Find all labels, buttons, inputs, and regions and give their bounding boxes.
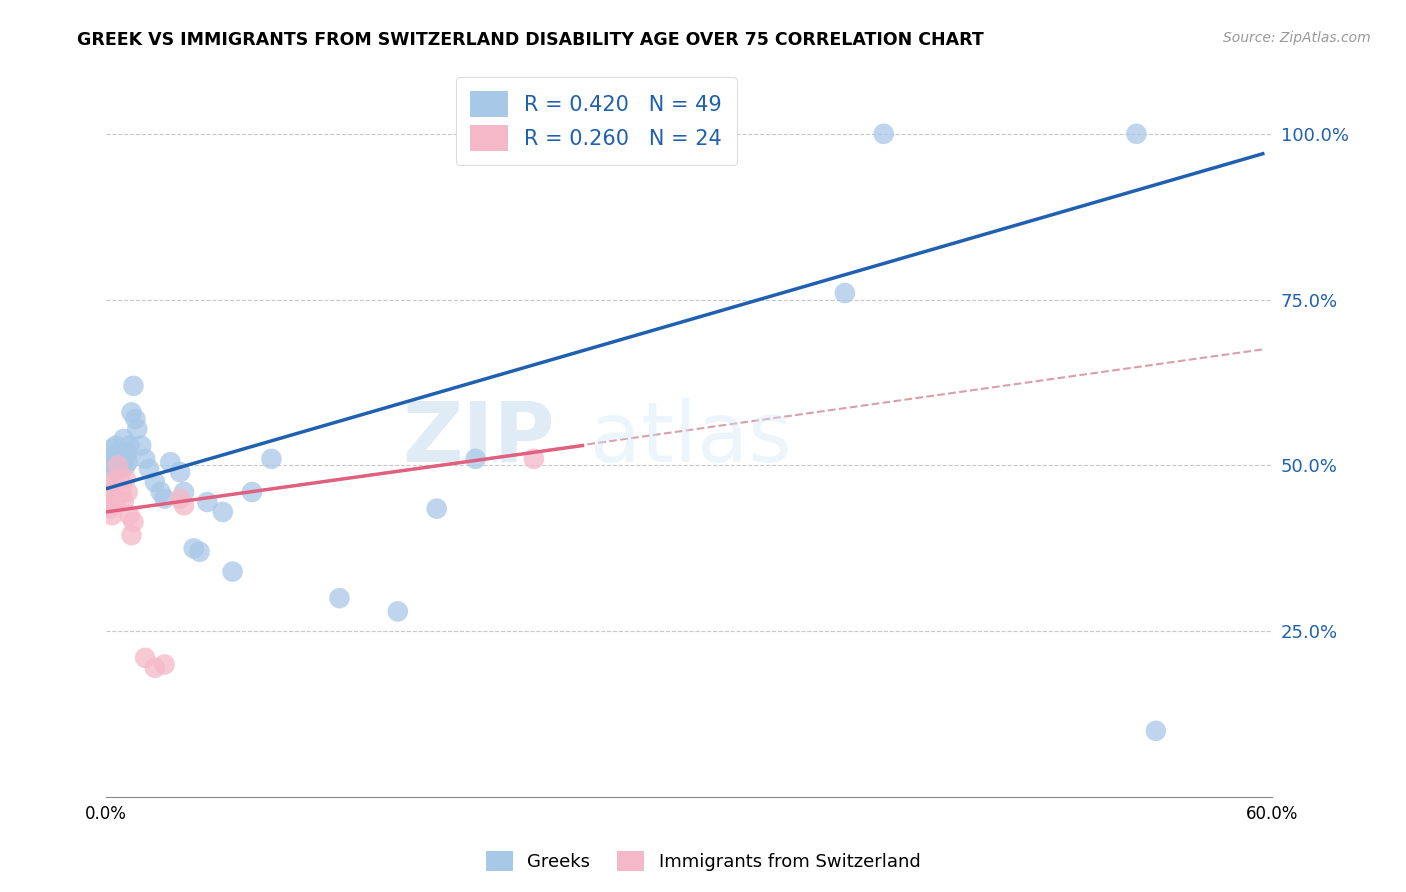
Point: [98, 451, 121, 466]
Legend: Greeks, Immigrants from Switzerland: Greeks, Immigrants from Switzerland: [478, 844, 928, 879]
Point: [117, 455, 139, 469]
Point: [97, 475, 120, 489]
Point: [103, 488, 125, 502]
Point: [173, 498, 195, 512]
Point: [143, 661, 166, 675]
Point: [104, 462, 127, 476]
Point: [138, 462, 160, 476]
Point: [183, 541, 205, 556]
Point: [97, 498, 120, 512]
Point: [98, 485, 121, 500]
Point: [143, 475, 166, 489]
Point: [122, 379, 145, 393]
Point: [221, 565, 243, 579]
Point: [108, 458, 131, 473]
Point: [107, 458, 129, 473]
Point: [103, 449, 125, 463]
Point: [101, 495, 124, 509]
Point: [101, 508, 124, 523]
Point: [101, 442, 124, 456]
Point: [112, 451, 135, 466]
Point: [122, 515, 145, 529]
Point: [153, 491, 176, 506]
Point: [169, 491, 191, 506]
Point: [328, 591, 350, 606]
Point: [260, 451, 283, 466]
Point: [159, 455, 181, 469]
Point: [114, 449, 136, 463]
Point: [103, 478, 125, 492]
Point: [149, 485, 172, 500]
Point: [387, 604, 409, 618]
Point: [1125, 127, 1147, 141]
Point: [112, 432, 135, 446]
Point: [153, 657, 176, 672]
Point: [464, 451, 486, 466]
Point: [112, 495, 135, 509]
Text: atlas: atlas: [591, 399, 792, 480]
Point: [103, 458, 125, 473]
Point: [111, 462, 134, 476]
Point: [873, 127, 896, 141]
Point: [111, 451, 134, 466]
Point: [127, 422, 149, 436]
Point: [169, 465, 191, 479]
Point: [108, 472, 131, 486]
Point: [173, 485, 195, 500]
Point: [117, 485, 139, 500]
Point: [121, 405, 143, 419]
Point: [834, 286, 856, 301]
Legend: R = 0.420   N = 49, R = 0.260   N = 24: R = 0.420 N = 49, R = 0.260 N = 24: [456, 77, 737, 165]
Point: [104, 495, 127, 509]
Point: [114, 472, 136, 486]
Point: [98, 501, 121, 516]
Point: [523, 451, 546, 466]
Point: [118, 508, 141, 523]
Point: [118, 439, 141, 453]
Point: [212, 505, 235, 519]
Point: [1144, 723, 1167, 738]
Point: [108, 445, 131, 459]
Point: [129, 439, 152, 453]
Point: [134, 650, 156, 665]
Point: [107, 455, 129, 469]
Point: [117, 445, 139, 459]
Point: [188, 545, 211, 559]
Point: [114, 458, 136, 473]
Text: GREEK VS IMMIGRANTS FROM SWITZERLAND DISABILITY AGE OVER 75 CORRELATION CHART: GREEK VS IMMIGRANTS FROM SWITZERLAND DIS…: [77, 31, 984, 49]
Point: [240, 485, 263, 500]
Text: Source: ZipAtlas.com: Source: ZipAtlas.com: [1223, 31, 1371, 45]
Point: [426, 501, 449, 516]
Text: ZIP: ZIP: [402, 399, 555, 480]
Point: [104, 439, 127, 453]
Point: [195, 495, 218, 509]
Point: [101, 465, 124, 479]
Point: [134, 451, 156, 466]
Point: [97, 455, 120, 469]
Point: [104, 451, 127, 466]
Point: [121, 528, 143, 542]
Point: [124, 412, 146, 426]
Point: [111, 485, 134, 500]
